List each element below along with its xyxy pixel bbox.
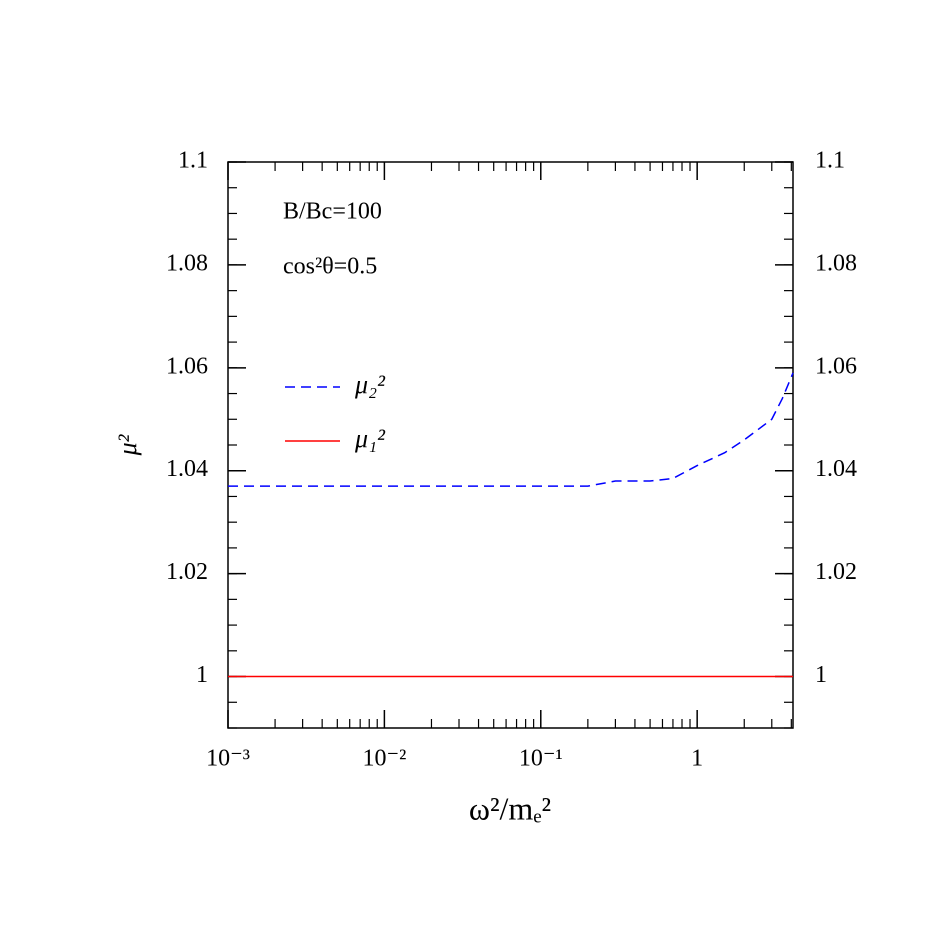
y-axis-label: μ² xyxy=(113,433,142,456)
y-tick-label-right: 1.08 xyxy=(815,250,857,276)
x-tick-label: 10⁻² xyxy=(362,746,406,772)
legend-label: μ₂² xyxy=(354,370,386,399)
y-tick-label: 1.1 xyxy=(178,148,208,174)
x-axis-label: ω²/mₑ² xyxy=(469,790,551,826)
annotation: B/Bc=100 xyxy=(283,199,382,225)
y-tick-label-right: 1.1 xyxy=(815,148,845,174)
x-tick-label: 1 xyxy=(691,746,703,772)
annotation: cos²θ=0.5 xyxy=(283,254,377,280)
x-tick-label: 10⁻¹ xyxy=(519,746,563,772)
y-tick-label: 1.02 xyxy=(166,559,208,585)
legend-label: μ₁² xyxy=(354,424,386,453)
y-tick-label-right: 1.02 xyxy=(815,559,857,585)
line-series xyxy=(228,372,794,487)
x-tick-label: 10⁻³ xyxy=(206,746,250,772)
y-tick-label: 1 xyxy=(196,662,208,688)
y-tick-label: 1.06 xyxy=(166,353,208,379)
plot-frame xyxy=(227,161,794,729)
y-tick-label: 1.08 xyxy=(166,250,208,276)
y-tick-label-right: 1 xyxy=(815,662,827,688)
y-tick-label-right: 1.04 xyxy=(815,456,857,482)
y-tick-label-right: 1.06 xyxy=(815,353,857,379)
y-tick-label: 1.04 xyxy=(166,456,208,482)
